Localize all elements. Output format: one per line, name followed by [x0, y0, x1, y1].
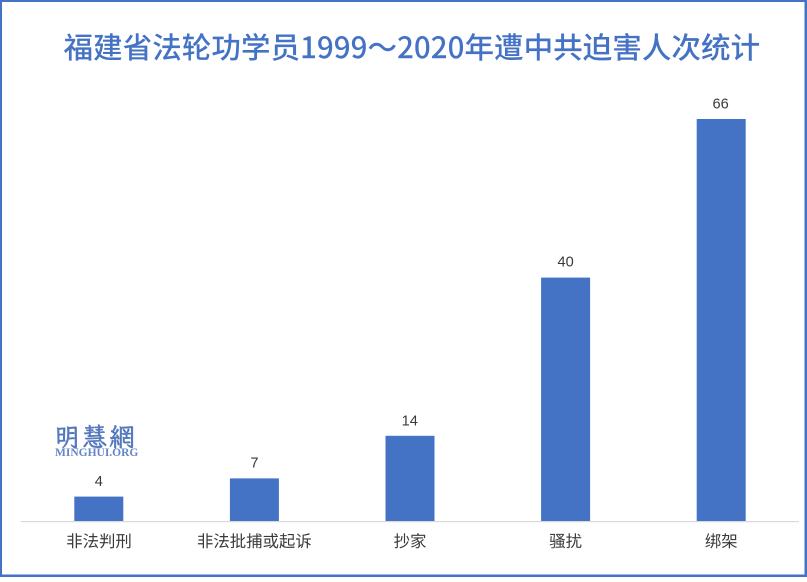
svg-text:40: 40 — [557, 255, 573, 271]
svg-text:66: 66 — [712, 97, 728, 113]
svg-text:4: 4 — [95, 474, 103, 490]
svg-text:14: 14 — [402, 413, 418, 429]
svg-text:MINGHUI.ORG: MINGHUI.ORG — [55, 447, 138, 459]
svg-text:7: 7 — [250, 456, 258, 472]
